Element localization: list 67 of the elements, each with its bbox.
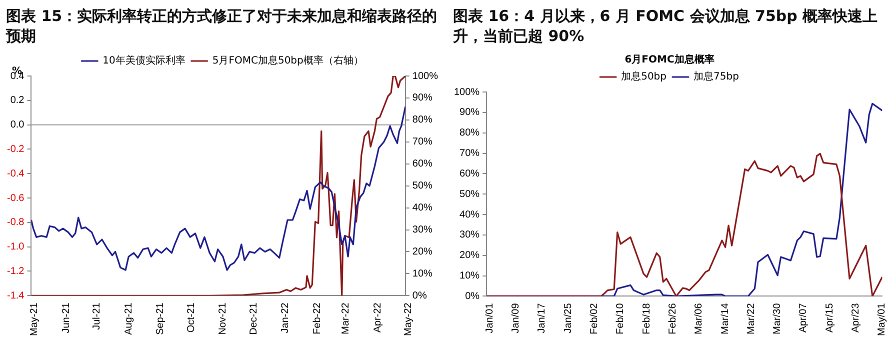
x-tick-label: Feb-22 bbox=[312, 302, 323, 334]
x-tick-label: Mar-22 bbox=[340, 302, 352, 334]
x-tick-label: Apr/07 bbox=[798, 302, 810, 333]
legend-label: 加息75bp bbox=[694, 70, 739, 83]
legend-label: 10年美债实际利率 bbox=[102, 54, 186, 67]
y2-tick-label: 70% bbox=[412, 136, 433, 148]
y-tick-label: 40% bbox=[460, 209, 480, 220]
y2-tick-label: 100% bbox=[412, 70, 438, 82]
x-tick-label: Dec-21 bbox=[248, 302, 260, 335]
chart-subtitle: 6月FOMC加息概率 bbox=[624, 54, 714, 66]
y-tick-label: 0.0 bbox=[10, 120, 25, 131]
chart-title: 图表 15：实际利率转正的方式修正了对于未来加息和缩表路径的预期 bbox=[4, 6, 438, 47]
x-tick-label: Nov-21 bbox=[218, 302, 229, 335]
y-tick-label: -1.4 bbox=[6, 290, 25, 302]
x-tick-label: Mar/06 bbox=[694, 302, 705, 334]
x-tick-label: Jan/25 bbox=[562, 302, 574, 334]
y-tick-label: 0.2 bbox=[10, 95, 25, 106]
x-tick-label: Apr/23 bbox=[850, 302, 862, 333]
y2-tick-label: 90% bbox=[412, 92, 433, 104]
x-tick-label: Oct-21 bbox=[186, 302, 197, 333]
y2-tick-label: 30% bbox=[412, 224, 433, 236]
y-tick-label: 60% bbox=[460, 168, 480, 180]
x-tick-label: Jan/17 bbox=[536, 302, 548, 334]
y-tick-label: -0.6 bbox=[6, 192, 25, 204]
x-tick-label: Apr-22 bbox=[372, 302, 384, 333]
x-tick-label: Aug-21 bbox=[123, 302, 134, 335]
x-tick-label: Mar/14 bbox=[720, 302, 731, 334]
x-tick-label: Jan/09 bbox=[510, 302, 522, 334]
chart-title: 图表 16：4 月以来，6 月 FOMC 会议加息 75bp 概率快速上升，当前已超 90% bbox=[452, 6, 879, 47]
x-tick-label: Sep-21 bbox=[155, 302, 166, 335]
x-tick-label: Apr/15 bbox=[824, 302, 836, 333]
y2-tick-label: 80% bbox=[412, 114, 433, 126]
y-tick-label: 80% bbox=[460, 128, 480, 139]
legend-label: 加息50bp bbox=[621, 70, 666, 83]
x-tick-label: Jul-21 bbox=[92, 302, 103, 330]
y-tick-label: -1.2 bbox=[6, 266, 25, 277]
x-tick-label: Mar/22 bbox=[746, 302, 757, 334]
y2-tick-label: 60% bbox=[412, 158, 433, 170]
y-tick-label: 30% bbox=[460, 230, 480, 241]
y-tick-label: 0% bbox=[465, 290, 480, 302]
x-tick-label: Feb/18 bbox=[641, 302, 652, 334]
y2-tick-label: 50% bbox=[412, 180, 433, 192]
y2-tick-label: 20% bbox=[412, 246, 433, 258]
x-tick-label: Feb/26 bbox=[667, 302, 678, 334]
y-tick-label: 100% bbox=[454, 86, 480, 98]
y-tick-label: 50% bbox=[460, 188, 480, 200]
y-tick-label: 90% bbox=[460, 107, 480, 118]
y-tick-label: -0.4 bbox=[6, 168, 25, 180]
y-tick-label: 20% bbox=[460, 250, 480, 262]
y-tick-label: -0.2 bbox=[6, 144, 25, 155]
y2-tick-label: 0% bbox=[412, 290, 427, 302]
x-tick-label: Feb/10 bbox=[615, 302, 626, 334]
x-tick-label: Jun-21 bbox=[60, 302, 72, 334]
x-tick-label: Jan-22 bbox=[280, 302, 292, 334]
y2-tick-label: 10% bbox=[412, 268, 433, 280]
x-tick-label: Mar/30 bbox=[772, 302, 784, 334]
x-tick-label: May-22 bbox=[403, 302, 414, 336]
y-tick-label: 70% bbox=[460, 148, 480, 160]
x-tick-label: Jan/01 bbox=[484, 302, 496, 334]
legend-label: 5月FOMC加息50bp概率（右轴） bbox=[212, 54, 364, 67]
y-tick-label: -1.0 bbox=[6, 242, 25, 253]
x-tick-label: May/01 bbox=[876, 302, 888, 336]
x-tick-label: May-21 bbox=[28, 302, 40, 336]
y-tick-label: 10% bbox=[460, 270, 480, 282]
y2-tick-label: 40% bbox=[412, 202, 433, 214]
x-tick-label: Feb/02 bbox=[588, 302, 600, 334]
y-tick-label: -0.8 bbox=[6, 217, 25, 228]
